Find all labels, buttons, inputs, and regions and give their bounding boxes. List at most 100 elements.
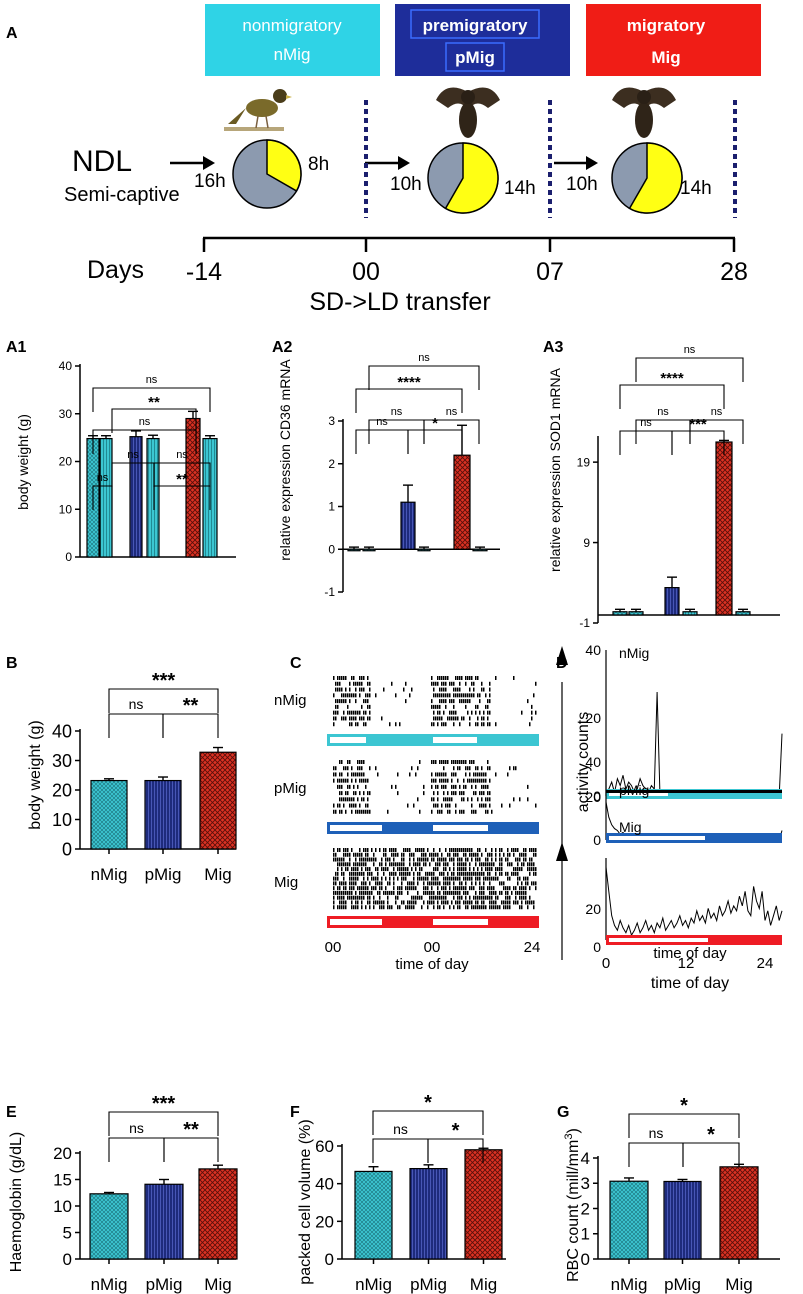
significance-label: ** — [148, 394, 160, 411]
actogram-mark — [469, 895, 471, 900]
actogram-mark — [431, 857, 433, 862]
overlay-label: time of day — [653, 945, 727, 962]
actogram-mark — [447, 881, 449, 886]
actogram-mark — [401, 867, 403, 872]
actogram-mark — [365, 852, 367, 857]
actogram-mark — [459, 687, 461, 692]
actogram-mark — [431, 900, 433, 905]
actogram-mark — [335, 852, 337, 857]
actogram-mark — [533, 848, 535, 852]
bar — [198, 1168, 238, 1260]
bar — [472, 548, 488, 552]
significance-label: ns — [146, 374, 158, 386]
actogram-mark — [479, 871, 481, 876]
actogram-mark — [361, 895, 363, 900]
actogram-mark — [463, 848, 465, 852]
significance-label: * — [680, 1095, 688, 1117]
actogram-mark — [395, 722, 397, 727]
actogram-mark — [365, 778, 367, 783]
actogram-mark — [435, 693, 437, 698]
actogram-mark — [335, 699, 337, 704]
actogram-mark — [465, 862, 467, 867]
actogram-mark — [333, 772, 335, 777]
y-tick-label: 0 — [65, 550, 72, 564]
y-tick-label: 20 — [59, 455, 73, 469]
actogram-mark — [337, 681, 339, 686]
actogram-mark — [459, 867, 461, 872]
actogram-mark — [341, 890, 343, 895]
panel-label: A2 — [272, 339, 293, 356]
actogram-mark — [489, 722, 491, 727]
significance-bracket: ** — [111, 394, 197, 433]
significance-label: ns — [391, 406, 403, 418]
actogram-mark — [459, 876, 461, 881]
actogram-mark — [337, 867, 339, 872]
actogram-mark — [405, 867, 407, 872]
actogram-mark — [411, 852, 413, 857]
actogram-mark — [481, 784, 483, 789]
actogram-mark — [527, 862, 529, 867]
actogram-mark — [429, 862, 431, 867]
actogram-mark — [479, 693, 481, 698]
actogram-mark — [369, 890, 371, 895]
significance-bracket: **** — [619, 370, 725, 409]
actogram-mark — [447, 871, 449, 876]
actogram-mark — [341, 862, 343, 867]
actogram-mark — [433, 710, 435, 715]
actogram-mark — [427, 881, 429, 886]
actogram-mark — [353, 905, 355, 910]
actogram-mark — [531, 716, 533, 721]
actogram-mark — [369, 809, 371, 814]
actogram-mark — [465, 857, 467, 862]
actogram-mark — [491, 895, 493, 900]
actogram-mark — [367, 681, 369, 686]
actogram-mark — [379, 890, 381, 895]
actogram-mark — [363, 778, 365, 783]
actogram-mark — [393, 848, 395, 852]
significance-bracket: *** — [108, 670, 219, 713]
actogram-mark — [455, 772, 457, 777]
phase-box-nmig — [205, 4, 380, 76]
actogram-mark — [441, 716, 443, 721]
actogram-mark — [353, 871, 355, 876]
actogram-mark — [513, 848, 515, 852]
actogram-mark — [507, 905, 509, 910]
actogram-mark — [505, 895, 507, 900]
actogram-mark — [505, 871, 507, 876]
actogram-mark — [455, 803, 457, 808]
y-tick-label: 2 — [328, 457, 335, 471]
actogram-mark — [521, 900, 523, 905]
actogram-mark — [441, 699, 443, 704]
actogram-mark — [469, 760, 471, 764]
light-phase — [609, 938, 708, 942]
actogram-mark — [463, 797, 465, 802]
actogram-mark — [459, 760, 461, 764]
actogram-mark — [453, 772, 455, 777]
actogram-mark — [483, 890, 485, 895]
actogram-mark — [477, 772, 479, 777]
actogram-mark — [363, 809, 365, 814]
actogram-mark — [361, 890, 363, 895]
actogram-mark — [529, 886, 531, 891]
actogram-mark — [463, 716, 465, 721]
phase-mig-line2: Mig — [651, 48, 680, 67]
actogram-mark — [351, 881, 353, 886]
significance-label: ns — [139, 416, 151, 428]
actogram-mark — [371, 857, 373, 862]
actogram-mark — [339, 772, 341, 777]
actogram-mark — [431, 722, 433, 727]
actogram-mark — [357, 760, 359, 764]
actogram-mark — [401, 886, 403, 891]
actogram-mark — [443, 687, 445, 692]
actogram-mark — [349, 871, 351, 876]
actogram-mark — [439, 809, 441, 814]
actogram-mark — [463, 791, 465, 796]
actogram-mark — [437, 867, 439, 872]
actogram-mark — [479, 848, 481, 852]
actogram-mark — [527, 905, 529, 910]
actogram-mark — [521, 867, 523, 872]
actogram-mark — [379, 881, 381, 886]
activity-x-tick: 12 — [678, 955, 695, 972]
actogram-mark — [437, 716, 439, 721]
actogram-mark — [499, 890, 501, 895]
